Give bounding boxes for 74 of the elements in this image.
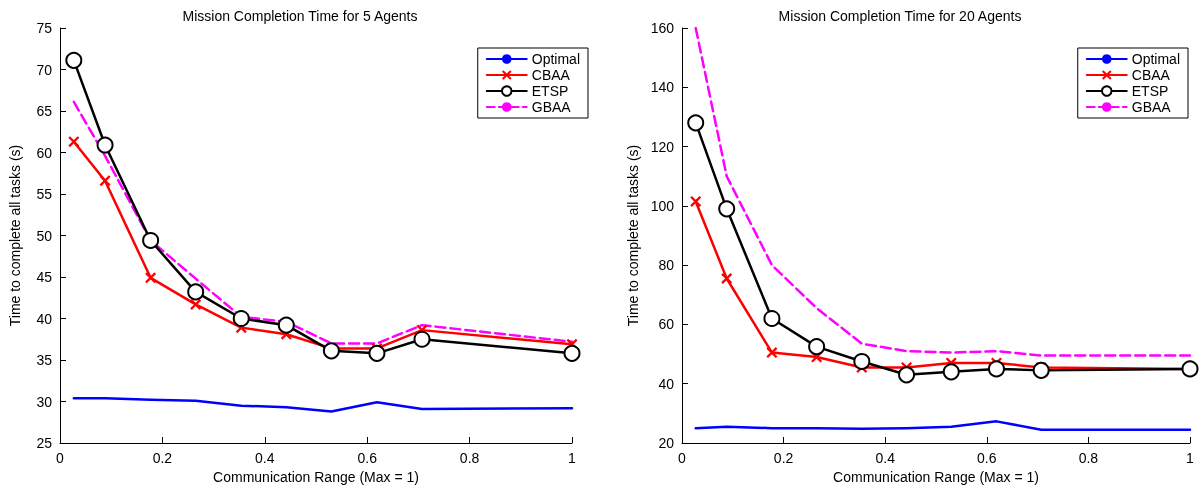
point: [721, 272, 733, 284]
point: [563, 344, 581, 362]
point: [690, 195, 702, 207]
x-axis-title: Communication Range (Max = 1): [833, 468, 1039, 485]
y-tick-label: 160: [650, 20, 675, 36]
y-tick-label: 40: [36, 310, 53, 327]
point: [142, 231, 160, 249]
y-tick-label: 140: [650, 79, 675, 96]
y-tick-label: 20: [658, 435, 675, 451]
x-tick-label: 0: [678, 450, 687, 466]
point: [942, 363, 960, 381]
x-tick-label: 0.4: [875, 450, 896, 466]
legend-label: ETSP: [1131, 83, 1169, 99]
point: [368, 344, 386, 362]
legend-label: GBAA: [1131, 99, 1172, 115]
legend-label: CBAA: [531, 67, 571, 83]
point: [96, 136, 114, 154]
line-series: [72, 396, 574, 413]
y-tick-label: 25: [36, 435, 53, 451]
x-tick-label: 0.2: [773, 450, 794, 466]
y-tick-label: 75: [36, 20, 53, 36]
point: [898, 366, 916, 384]
x-tick-label: 1: [568, 450, 577, 466]
point: [65, 51, 83, 69]
legend-label: Optimal: [531, 51, 580, 67]
y-tick-label: 65: [36, 103, 53, 119]
y-tick-label: 35: [36, 352, 53, 368]
y-tick-label: 70: [36, 61, 53, 78]
x-tick-label: 0.8: [459, 450, 480, 466]
point: [99, 175, 111, 187]
y-tick-label: 40: [658, 375, 675, 392]
point: [987, 360, 1005, 378]
point: [145, 272, 157, 284]
point: [187, 283, 205, 301]
line-series: [694, 420, 1192, 431]
point: [413, 330, 431, 348]
y-axis-title: Time to complete all tasks (s): [7, 144, 23, 327]
y-tick-label: 30: [36, 393, 53, 410]
legend-label: GBAA: [531, 99, 572, 115]
legend-label: Optimal: [1131, 51, 1180, 67]
x-axis-title: Communication Range (Max = 1): [213, 468, 419, 485]
y-tick-label: 45: [36, 269, 53, 285]
y-tick-label: 120: [650, 138, 675, 155]
point: [763, 310, 781, 327]
x-tick-label: 0.6: [977, 450, 997, 466]
y-tick-label: 60: [36, 144, 53, 161]
x-tick-label: 0.6: [357, 450, 378, 466]
x-tick-label: 0.4: [255, 450, 275, 466]
point: [190, 298, 202, 310]
y-axis-title: Time to complete all tasks (s): [624, 144, 641, 327]
chart-title: Mission Completion Time for 20 Agents: [778, 8, 1022, 24]
y-tick-label: 80: [658, 257, 675, 274]
point: [322, 342, 340, 360]
y-tick-label: 50: [36, 227, 53, 244]
point: [808, 338, 826, 356]
point: [68, 136, 80, 148]
y-tick-label: 60: [658, 316, 675, 333]
point: [232, 310, 250, 327]
point: [718, 200, 736, 218]
x-tick-label: 0: [56, 450, 65, 466]
legend-label: CBAA: [1131, 67, 1171, 83]
legend-label: ETSP: [531, 83, 569, 99]
x-tick-label: 0.2: [152, 450, 173, 466]
point: [1032, 361, 1050, 379]
point: [766, 347, 778, 359]
point: [277, 316, 295, 334]
point: [853, 352, 871, 370]
chart-title: Mission Completion Time for 5 Agents: [182, 8, 418, 24]
x-tick-label: 0.8: [1078, 450, 1099, 466]
line-series: [694, 26, 1192, 357]
y-tick-label: 55: [36, 186, 53, 202]
x-tick-label: 1: [1186, 450, 1195, 466]
y-tick-label: 100: [650, 197, 675, 214]
point: [687, 114, 705, 132]
